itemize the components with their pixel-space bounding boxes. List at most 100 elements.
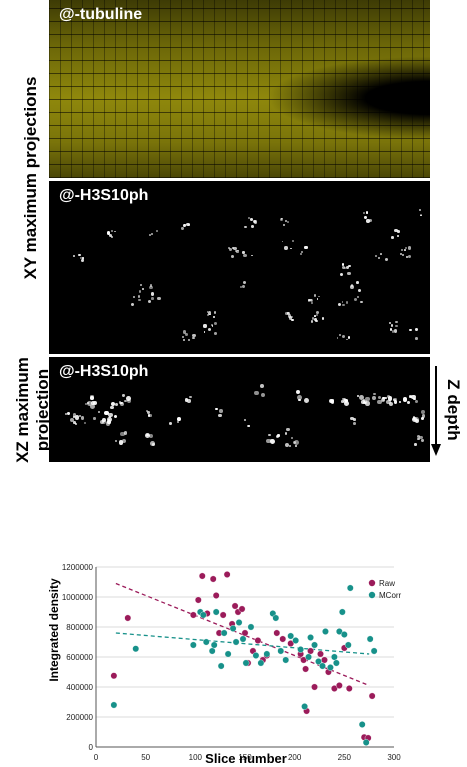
nucleus-spot <box>380 398 385 403</box>
nucleus-spot <box>131 302 135 306</box>
data-point-mcorr <box>217 662 225 670</box>
nucleus-spot <box>314 315 316 317</box>
nucleus-spot <box>298 398 301 402</box>
data-point-raw <box>317 650 324 658</box>
nucleus-spot <box>126 396 131 401</box>
nucleus-spot <box>182 330 186 334</box>
nucleus-spot <box>409 395 412 399</box>
data-point-mcorr <box>220 629 228 637</box>
nucleus-spot <box>184 398 189 402</box>
nucleus-spot <box>420 214 422 217</box>
nucleus-spot <box>287 314 292 318</box>
nucleus-spot <box>341 266 346 270</box>
x-tick-labels: 0 50 100 150 200 250 300 <box>94 753 401 762</box>
data-point-mcorr <box>332 659 340 667</box>
nucleus-spot <box>313 294 316 297</box>
data-point-raw <box>124 614 132 622</box>
data-point-mcorr <box>110 701 118 709</box>
nucleus-spot <box>348 264 351 267</box>
nucleus-spot <box>315 319 318 323</box>
nucleus-spot <box>219 409 223 413</box>
nucleus-spot <box>213 332 217 335</box>
nucleus-spot <box>300 251 303 254</box>
data-point-mcorr <box>338 608 346 616</box>
nucleus-spot <box>147 299 152 303</box>
nucleus-spot <box>412 417 417 423</box>
data-point-raw <box>300 656 308 664</box>
xz-projection-label: XZ maximum projection <box>13 357 53 463</box>
data-point-raw <box>254 637 262 644</box>
nucleus-spot <box>114 230 116 233</box>
nucleus-spot <box>149 414 152 417</box>
x-axis-title: Slice number <box>205 751 287 766</box>
nucleus-spot <box>412 397 416 401</box>
nucleus-spot <box>145 433 149 437</box>
nucleus-spot <box>403 397 408 402</box>
nucleus-spot <box>404 246 408 250</box>
nucleus-spot <box>72 413 76 417</box>
nucleus-spot <box>342 397 345 401</box>
nucleus-spot <box>406 256 409 259</box>
nucleus-spot <box>69 418 74 423</box>
nucleus-spot <box>387 396 393 401</box>
nucleus-spot <box>73 421 76 424</box>
nucleus-spot <box>98 410 101 413</box>
nucleus-spot <box>210 323 213 326</box>
nucleus-spot <box>364 216 367 219</box>
nucleus-spot <box>387 394 391 398</box>
nucleus-spot <box>415 400 419 404</box>
nucleus-spot <box>341 335 345 339</box>
nucleus-spot <box>366 219 370 223</box>
nucleus-spot <box>270 439 276 445</box>
nucleus-spot <box>74 422 78 426</box>
nucleus-spot <box>342 303 345 307</box>
y-tick-label: 1000000 <box>62 593 94 602</box>
x-tick-label: 50 <box>141 753 150 762</box>
nucleus-spot <box>148 433 154 439</box>
nucleus-spot <box>417 437 420 441</box>
nucleus-spot <box>108 412 113 418</box>
nucleus-spot <box>151 233 154 235</box>
nucleus-spot <box>394 320 398 324</box>
nucleus-spot <box>357 296 359 299</box>
x-tick-label: 100 <box>189 753 203 762</box>
nucleus-spot <box>341 301 344 303</box>
data-point-raw <box>311 683 318 691</box>
nucleus-spot <box>336 336 339 339</box>
nucleus-spot <box>400 248 404 252</box>
nucleus-spot <box>280 217 284 222</box>
nucleus-spot <box>133 295 136 298</box>
nucleus-spot <box>64 412 67 416</box>
nucleus-spot <box>397 234 400 237</box>
h3s10ph-xz-label: @-H3S10ph <box>59 363 149 380</box>
data-point-mcorr <box>292 637 300 644</box>
nucleus-spot <box>115 402 118 406</box>
nucleus-spot <box>317 295 320 298</box>
nucleus-spot <box>338 333 341 337</box>
nucleus-spot <box>147 413 151 417</box>
nucleus-spot <box>244 419 247 422</box>
data-point-raw <box>209 575 217 583</box>
nucleus-spot <box>242 284 246 288</box>
data-point-raw <box>223 571 231 578</box>
nucleus-spot <box>291 318 294 321</box>
nucleus-spot <box>393 329 398 333</box>
h3s10ph-xy-label: @-H3S10ph <box>59 187 149 204</box>
nucleus-spot <box>365 401 370 406</box>
nucleus-spot <box>242 251 245 254</box>
nucleus-spot <box>240 285 243 288</box>
data-point-mcorr <box>340 631 348 638</box>
nucleus-spot <box>213 322 217 326</box>
data-point-mcorr <box>257 659 265 667</box>
data-point-raw <box>219 611 227 619</box>
nucleus-spot <box>234 249 238 253</box>
nucleus-spot <box>101 419 106 424</box>
nucleus-spot <box>188 338 191 342</box>
nucleus-spot <box>146 410 149 413</box>
nucleus-spot <box>203 324 207 328</box>
data-point-mcorr <box>235 619 243 626</box>
nucleus-spot <box>294 440 299 446</box>
nucleus-spot <box>393 400 397 404</box>
nucleus-spot <box>311 301 314 304</box>
nucleus-spot <box>138 290 142 293</box>
